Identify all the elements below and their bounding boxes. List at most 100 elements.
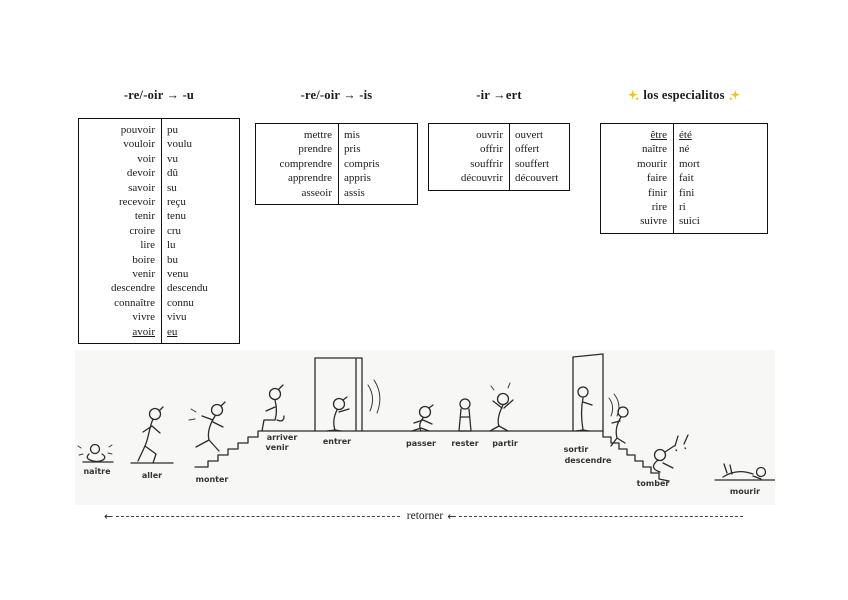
infinitive-cell: naître (641, 143, 667, 156)
participle-cell: suici (679, 215, 700, 228)
exiting-figure-sortir (575, 386, 593, 432)
infinitive-cell: offrir (479, 143, 503, 156)
participle-cell: été (679, 129, 692, 141)
sparkles-icon (728, 89, 740, 101)
staircase-up-icon (194, 430, 269, 468)
infinitive-cell: savoir (128, 181, 155, 194)
infinitive-cell: venir (132, 268, 155, 281)
participle-cell: voulu (167, 138, 193, 151)
entering-figure-entrer (326, 396, 350, 432)
participle-cell: offert (515, 143, 540, 156)
participle-cell: pu (167, 124, 178, 136)
participle-cell: vu (167, 152, 178, 165)
leaving-figure-partir (489, 382, 514, 432)
participle-cell: vivu (167, 311, 187, 324)
participle-cell: cru (167, 224, 182, 237)
cartoon-label-monter: monter (196, 475, 229, 484)
participle-cell: venu (167, 268, 189, 281)
cartoon-label-tomber: tomber (637, 479, 670, 488)
participle-cell: compris (344, 157, 380, 170)
infinitive-cell: pouvoir (120, 124, 155, 136)
participle-cell: fini (679, 186, 695, 199)
infinitive-cell: finir (648, 186, 667, 199)
participle-cell: lu (167, 239, 176, 252)
participle-cell: connu (167, 296, 194, 309)
verb-table-specials: être été naître né mourir mort faire fai… (600, 123, 768, 234)
infinitive-cell: suivre (640, 215, 667, 228)
cartoon-label-passer: passer (406, 439, 436, 448)
participle-cell: né (679, 143, 690, 156)
infinitive-cell: connaître (114, 296, 155, 309)
baby-figure-naitre (77, 443, 113, 463)
infinitive-cell: boire (132, 253, 155, 266)
participle-cell: eu (167, 325, 178, 338)
infinitive-cell: être (650, 129, 667, 141)
cartoon-label-mourir: mourir (730, 487, 760, 496)
cartoon-label-partir: partir (492, 439, 518, 448)
left-arrow-icon: ← (104, 509, 114, 523)
dashed-line (116, 515, 400, 517)
infinitive-cell: prendre (298, 143, 332, 156)
lying-figure-mourir (722, 463, 767, 480)
participle-cell: pris (344, 143, 361, 156)
infinitive-cell: vouloir (123, 138, 155, 151)
participle-cell: assis (344, 186, 365, 199)
left-arrow-icon: ← (447, 509, 457, 523)
participle-cell: reçu (167, 196, 186, 209)
table-header-ert-label: -ir →ert (476, 88, 522, 102)
participle-cell: tenu (167, 210, 186, 223)
infinitive-cell: recevoir (118, 196, 155, 209)
infinitive-cell: découvrir (460, 172, 503, 185)
infinitive-cell: apprendre (288, 172, 332, 185)
participle-cell: fait (679, 172, 694, 185)
cartoon-label-entrer: entrer (323, 437, 351, 446)
verb-table-is: mettre mis prendre pris comprendre compr… (255, 123, 418, 206)
participle-cell: souffert (515, 157, 550, 170)
sitting-figure-arriver (261, 384, 285, 432)
etre-verbs-cartoon: naître aller monter arriver venir entrer… (75, 350, 775, 505)
infinitive-cell: mourir (637, 157, 667, 170)
participle-cell: ri (679, 201, 686, 214)
verb-table-ert: ouvrir ouvert offrir offert souffrir sou… (428, 123, 570, 191)
cartoon-label-aller: aller (142, 471, 162, 480)
infinitive-cell: asseoir (301, 186, 332, 199)
cartoon-label-arriver: arriver (267, 433, 298, 442)
cartoon-label-rester: rester (451, 439, 478, 448)
cartoon-label-naitre: naître (83, 467, 111, 476)
retorner-line: ← retorner ← (104, 510, 746, 522)
participle-cell: descendu (167, 282, 208, 295)
table-header-ert: -ir →ert (428, 88, 570, 103)
participle-cell: ouvert (515, 129, 544, 141)
descending-figure-descendre (610, 406, 629, 447)
door-icon-entrer (314, 357, 381, 432)
participle-cell: découvert (515, 172, 559, 185)
infinitive-cell: devoir (126, 167, 155, 180)
infinitive-cell: voir (137, 152, 155, 165)
cartoon-label-venir: venir (265, 443, 288, 452)
retorner-label: retorner (406, 510, 444, 522)
walking-figure-aller (137, 406, 164, 464)
standing-figure-rester (458, 398, 472, 432)
climbing-figure-monter (188, 401, 226, 452)
participle-cell: bu (167, 253, 178, 266)
infinitive-cell: ouvrir (476, 129, 503, 141)
infinitive-cell: mettre (303, 129, 332, 141)
infinitive-cell: lire (140, 239, 155, 252)
cartoon-label-sortir: sortir (564, 445, 589, 454)
table-header-specials: los especialitos (600, 88, 768, 103)
infinitive-cell: vivre (132, 311, 155, 324)
table-header-is-label: -re/-oir → -is (300, 88, 373, 102)
tumbling-figure-tomber (652, 434, 689, 473)
table-header-specials-label: los especialitos (643, 88, 725, 102)
participle-cell: mis (344, 129, 360, 141)
infinitive-cell: croire (129, 224, 155, 237)
verb-table-u: pouvoir pu vouloir voulu voir vu devoir … (78, 118, 240, 345)
dashed-line (459, 515, 743, 517)
participle-cell: appris (344, 172, 371, 185)
infinitive-cell: souffrir (470, 157, 503, 170)
infinitive-cell: avoir (132, 325, 155, 338)
sparkles-icon (628, 89, 640, 101)
staircase-down-icon (602, 430, 670, 482)
infinitive-cell: comprendre (279, 157, 332, 170)
